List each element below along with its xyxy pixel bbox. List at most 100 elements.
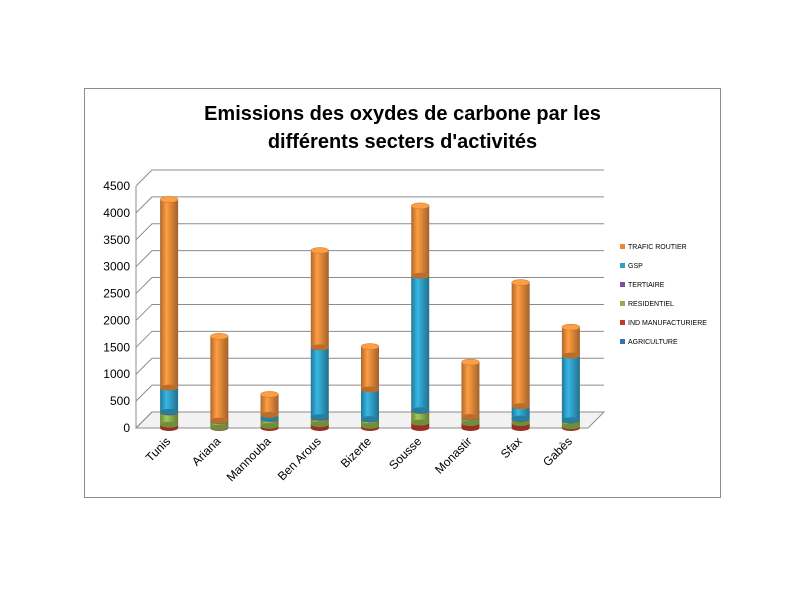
- bar-body: [210, 336, 229, 421]
- bar-body: [511, 406, 530, 419]
- bar-top-cap: [461, 358, 480, 366]
- chart-title-line-1: Emissions des oxydes de carbone par les: [204, 103, 601, 125]
- bar-segment: [511, 282, 530, 410]
- bar-body: [260, 418, 279, 426]
- bar-bottom: [361, 386, 379, 393]
- bar-segment: [561, 355, 580, 424]
- bar-bottom: [411, 425, 430, 431]
- bar-bottom: [561, 423, 580, 430]
- x-tick-label: Gabès: [540, 434, 575, 469]
- bar-body: [561, 355, 580, 421]
- legend-swatch: [620, 339, 625, 344]
- legend-swatch: [620, 282, 625, 287]
- bar-bottom: [310, 344, 329, 351]
- bar-bottom: [411, 419, 430, 426]
- bar-bottom: [260, 411, 279, 418]
- x-tick-label: Monastir: [432, 434, 474, 476]
- chart-title: Emissions des oxydes de carbone par les …: [84, 100, 721, 156]
- bar-body: [160, 412, 179, 425]
- legend-label: IND MANUFACTURIERE: [628, 320, 707, 327]
- bar-segment: [210, 336, 229, 424]
- bar-body: [310, 347, 329, 418]
- bar-top-cap: [159, 196, 179, 203]
- gridline: [135, 330, 604, 348]
- bar-top-cap: [260, 391, 279, 398]
- bar-top-cap: [310, 247, 330, 254]
- y-tick-label: 2000: [103, 313, 130, 327]
- gridline: [135, 196, 604, 214]
- bar-bottom: [411, 272, 430, 279]
- legend-label: GSP: [628, 263, 643, 270]
- bar-bottom: [160, 408, 179, 415]
- bar-bottom: [260, 422, 279, 429]
- legend-swatch: [620, 301, 625, 306]
- gridline: [135, 384, 604, 402]
- gridline: [135, 223, 604, 241]
- bar-body: [310, 250, 329, 348]
- bar-bottom: [210, 417, 229, 424]
- bar-bottom: [561, 352, 580, 359]
- y-tick-label: 3500: [103, 233, 130, 247]
- bar-segment: [160, 199, 179, 391]
- gridline: [135, 250, 604, 268]
- bar-segment: [260, 394, 279, 418]
- bar-body: [361, 389, 379, 420]
- y-tick-label: 3000: [103, 260, 130, 274]
- bar-segment: [160, 412, 179, 428]
- bar-bottom: [511, 425, 530, 431]
- bar-segment: [361, 346, 379, 393]
- bar-bottom: [210, 424, 229, 431]
- bar-bottom: [411, 407, 430, 414]
- legend-label: TERTIAIRE: [628, 282, 665, 289]
- x-tick-label: Sfax: [498, 434, 525, 461]
- bar-bottom: [310, 414, 329, 421]
- bar-top-cap: [511, 279, 530, 286]
- x-tick-label: Sousse: [386, 434, 424, 472]
- y-tick-label: 4500: [103, 179, 130, 193]
- bar-segment: [310, 347, 329, 421]
- bar-bottom: [160, 421, 179, 428]
- bar-bottom: [461, 420, 480, 427]
- bar-segment: [361, 389, 379, 423]
- legend-swatch: [620, 263, 625, 268]
- bar-top-cap: [360, 343, 380, 350]
- bar-segment: [210, 421, 229, 431]
- gridline: [135, 357, 604, 375]
- bar-body: [511, 282, 530, 407]
- bar-bottom: [361, 422, 379, 429]
- y-tick-label: 2500: [103, 287, 130, 301]
- bar-segment: [461, 362, 480, 420]
- x-tick-label: Ben Arous: [275, 434, 324, 483]
- bar-bottom: [461, 425, 480, 431]
- gridline: [135, 411, 604, 429]
- bar-bottom: [310, 421, 329, 428]
- bar-body: [411, 275, 430, 411]
- x-tick-label: Ariana: [189, 434, 224, 469]
- bar-body: [160, 387, 179, 412]
- x-tick-label: Tunis: [143, 434, 173, 464]
- bar-body: [160, 199, 179, 388]
- legend-label: AGRICULTURE: [628, 339, 678, 346]
- bar-segment: [310, 417, 329, 428]
- bar-segment: [561, 327, 580, 359]
- bar-top-cap: [561, 323, 581, 331]
- gridline: [135, 277, 604, 294]
- bar-bottom: [511, 420, 530, 427]
- y-tick-label: 4000: [103, 206, 130, 220]
- chart-title-line-2: différents secters d'activités: [267, 131, 538, 153]
- bar-bottom: [160, 384, 179, 391]
- x-tick-label: Mannouba: [224, 434, 274, 484]
- y-tick-label: 500: [110, 394, 130, 408]
- bar-segment: [411, 410, 430, 426]
- bar-body: [411, 205, 430, 276]
- bar-bottom: [361, 416, 379, 423]
- legend-swatch: [620, 320, 625, 325]
- bar-top-cap: [410, 202, 430, 210]
- bar-segment: [511, 406, 530, 422]
- y-tick-label: 1500: [103, 340, 130, 354]
- chart-frame: [84, 88, 721, 498]
- bar-body: [561, 327, 580, 356]
- bar-segment: [160, 387, 179, 415]
- bar-body: [310, 417, 329, 425]
- gridline: [135, 169, 604, 187]
